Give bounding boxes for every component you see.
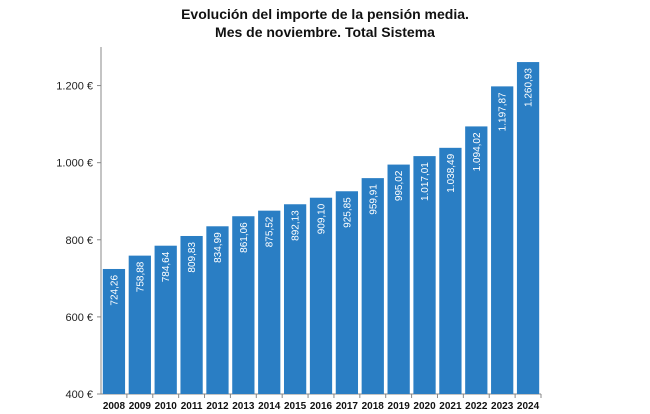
data-label: 959,91 [368, 184, 379, 215]
data-label: 724,26 [109, 275, 120, 306]
y-tick-label: 1.200 € [56, 81, 93, 93]
bar [206, 226, 229, 394]
y-tick-label: 600 € [65, 312, 93, 324]
bar [335, 191, 359, 394]
x-tick-label: 2021 [439, 401, 462, 412]
x-tick-label: 2012 [206, 401, 229, 412]
data-label: 834,99 [213, 232, 224, 263]
bar [413, 156, 436, 394]
bar [516, 62, 540, 394]
x-tick-label: 2020 [413, 401, 436, 412]
y-tick-label: 400 € [65, 389, 93, 401]
x-tick-label: 2017 [336, 401, 359, 412]
x-tick-label: 2022 [465, 401, 488, 412]
data-label: 925,85 [342, 197, 353, 228]
bar [154, 245, 177, 394]
bar [465, 126, 488, 394]
data-label: 1.038,49 [446, 153, 457, 192]
bar [128, 255, 151, 394]
data-label: 1.094,02 [472, 132, 483, 171]
data-label: 909,10 [317, 203, 328, 234]
x-tick-label: 2023 [491, 401, 514, 412]
bar [491, 86, 514, 395]
x-tick-label: 2011 [181, 401, 203, 412]
x-tick-label: 2009 [129, 401, 152, 412]
y-tick-label: 1.000 € [56, 158, 93, 170]
bar [361, 178, 384, 394]
bar [102, 268, 126, 394]
bar [258, 210, 281, 394]
data-label: 875,52 [265, 216, 276, 247]
data-label: 809,83 [187, 242, 198, 273]
data-label: 995,02 [394, 170, 405, 201]
x-tick-label: 2018 [362, 401, 385, 412]
bar [283, 204, 307, 394]
chart-subtitle: Mes de noviembre. Total Sistema [215, 24, 435, 40]
data-label: 784,64 [161, 251, 172, 282]
x-tick-label: 2016 [310, 401, 333, 412]
bar [180, 235, 203, 394]
bar [387, 164, 410, 394]
bar [309, 197, 333, 394]
chart-title: Evolución del importe de la pensión medi… [181, 6, 469, 22]
data-label: 861,06 [239, 222, 250, 253]
x-tick-label: 2024 [517, 401, 540, 412]
data-label: 892,13 [291, 210, 302, 241]
y-tick-label: 800 € [65, 235, 93, 247]
bar [439, 147, 462, 394]
data-label: 1.197,87 [498, 92, 509, 131]
data-label: 758,88 [135, 261, 146, 292]
x-tick-label: 2014 [258, 401, 281, 412]
data-label: 1.017,01 [420, 162, 431, 201]
x-tick-label: 2019 [388, 401, 411, 412]
data-label: 1.260,93 [524, 68, 535, 107]
x-tick-label: 2010 [155, 401, 178, 412]
x-tick-label: 2008 [103, 401, 126, 412]
x-tick-label: 2013 [232, 401, 255, 412]
bar [232, 216, 255, 394]
x-tick-label: 2015 [284, 401, 307, 412]
